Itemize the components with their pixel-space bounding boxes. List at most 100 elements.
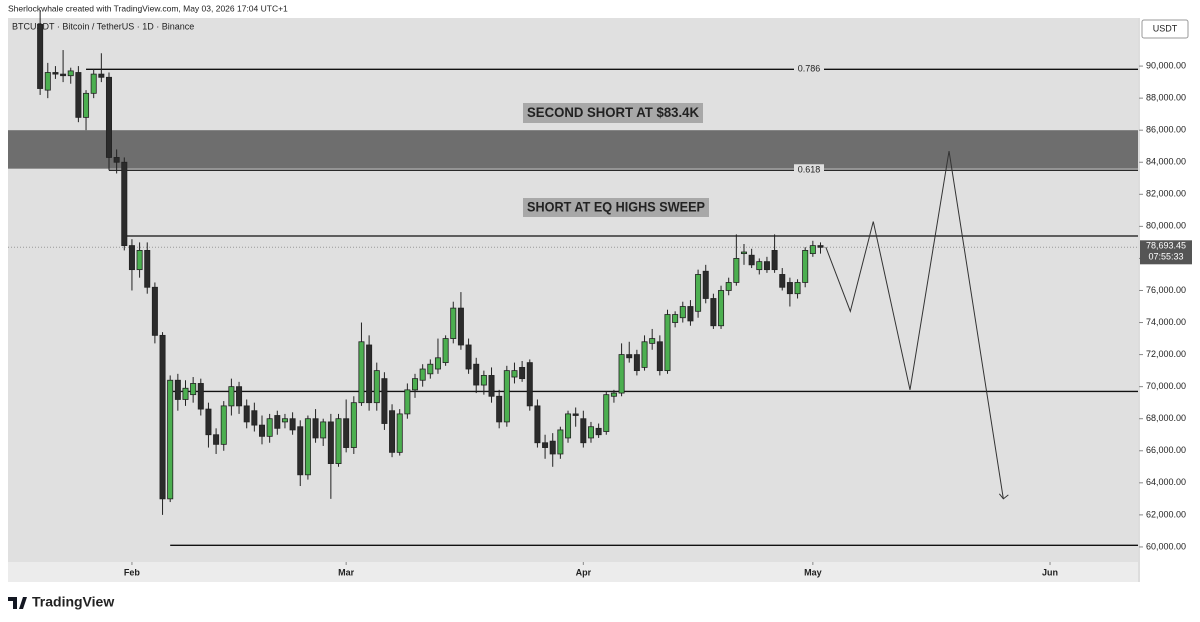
candle-body [327,421,334,464]
candle-body [534,405,541,444]
candle-body [320,421,327,439]
level-label-bg [794,164,824,177]
candle-body [197,383,204,410]
header: Sherlockwhale created with TradingView.c… [8,3,288,13]
candle-body [740,251,747,255]
y-tick-label: 64,000.00 [1146,477,1186,487]
logo-icon [8,597,27,609]
y-tick-label: 72,000.00 [1146,349,1186,359]
candle-body [656,341,663,372]
candle-body [128,245,135,271]
candle-body [190,383,197,396]
y-tick-label: 68,000.00 [1146,413,1186,423]
currency: USDT [1153,23,1178,33]
candle-body [641,341,648,368]
candle-body [90,73,97,94]
candle-body [182,387,189,400]
candle-body [618,354,625,394]
candle-body [304,418,311,476]
candle-body [725,282,732,291]
candle-body [565,413,572,439]
candle-body [664,314,671,372]
candle-body [373,370,380,404]
candle-body [710,298,717,327]
candle-body [151,286,158,336]
y-tick-label: 74,000.00 [1146,317,1186,327]
candle-body [121,161,128,247]
candle-body [220,405,227,445]
candle-body [105,76,112,158]
y-tick-label: 60,000.00 [1146,541,1186,551]
price-tag [1140,240,1192,265]
candle-body [297,426,304,476]
candle-body [687,306,694,322]
candle-body [205,408,212,436]
candle-body [366,344,373,404]
y-tick-label: 66,000.00 [1146,445,1186,455]
candle-body [817,245,824,248]
candle-body [733,258,740,283]
candle-body [633,354,640,372]
candle-body [702,270,709,299]
candle-body [389,410,396,453]
candle-body [281,418,288,423]
candle-body [136,250,143,271]
candle-body [335,418,342,464]
candle-body [450,307,457,339]
candle-body [718,290,725,327]
candle-body [159,334,166,500]
y-tick-label: 80,000.00 [1146,221,1186,231]
candle-body [37,24,44,89]
plot-area [8,18,1138,562]
candle-body [113,157,120,163]
x-tick-label: Apr [576,567,592,577]
candle-body [794,282,801,295]
annotation-box [523,198,709,217]
candle-body [274,415,281,429]
candle-body [381,378,388,424]
candle-body [488,375,495,397]
candle-body [802,250,809,283]
brand: TradingView [32,594,114,610]
candle-body [167,379,174,500]
candle-body [519,367,526,380]
candle-body [343,418,350,448]
candle-body [542,442,549,448]
level-label: 0.786 [798,64,821,74]
annotation: SECOND SHORT AT $83.4K [527,104,699,120]
candle-body [312,418,319,439]
y-tick-label: 62,000.00 [1146,509,1186,519]
candle-body [748,254,755,266]
candle-body [672,314,679,323]
currency-box [1141,19,1189,39]
candle-body [610,392,617,397]
y-tick-label: 84,000.00 [1146,157,1186,167]
plot: 0.786 0.618 [8,9,1138,546]
candle-body [457,307,464,346]
candle-body [442,338,449,364]
level-label-bg [794,63,824,76]
logo: TradingView [8,594,114,610]
candle-body [695,274,702,312]
candle-body [350,402,357,448]
candle-body [251,410,258,426]
candle-body [396,413,403,453]
candle-body [626,354,633,359]
candle-body [83,92,90,118]
candle-body [67,70,74,77]
x-tick-label: Feb [124,567,141,577]
candle-body [511,370,518,378]
candle-body [60,73,67,77]
candle-body [228,386,235,407]
candle-body [603,394,610,432]
candle-body [412,378,419,391]
annotation: SHORT AT EQ HIGHS SWEEP [527,199,705,215]
candle-body [243,405,250,423]
candle-body [52,72,59,75]
candle-body [580,418,587,444]
candle-body [771,250,778,271]
time-axis [8,562,1138,582]
candle-body [419,368,426,381]
y-tick-label: 86,000.00 [1146,125,1186,135]
annotation-box [523,103,703,123]
